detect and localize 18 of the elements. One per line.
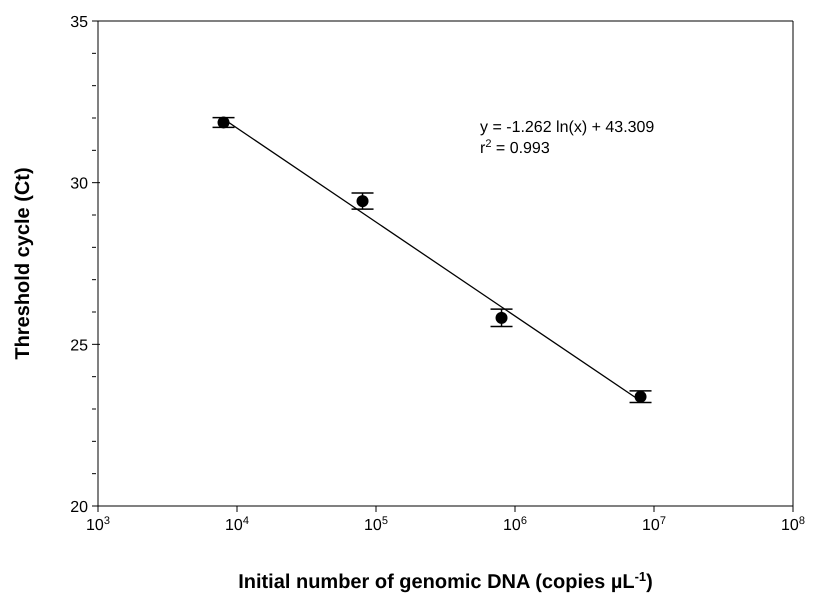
point <box>496 312 508 324</box>
x-tick-label: 10$^{5}$ <box>364 515 388 534</box>
y-tick-label: 25 <box>70 337 88 354</box>
y-axis-title: Threshold cycle (Ct) <box>12 167 34 360</box>
point <box>634 390 647 403</box>
point <box>218 116 230 129</box>
x-tick-label: 10$^{8}$ <box>781 515 805 534</box>
x-tick-label: 10$^{6}$ <box>503 515 527 534</box>
y-tick-label: 30 <box>70 176 88 193</box>
x-tick-label: 10$^{3}$ <box>86 515 110 534</box>
y-tick-label: 35 <box>70 14 88 31</box>
y-tick-label: 20 <box>70 499 88 516</box>
x-axis-title: Initial number of genomic DNA (copies µL$^{-1}$) <box>238 568 653 593</box>
annotation: r$^{2}$ = 0.993 <box>480 138 550 157</box>
x-tick-label: 10$^{4}$ <box>225 515 249 534</box>
annotation: y = -1.262 ln(x) + 43.309 <box>480 119 654 136</box>
point <box>356 195 369 208</box>
x-tick-label: 10$^{7}$ <box>642 515 666 534</box>
